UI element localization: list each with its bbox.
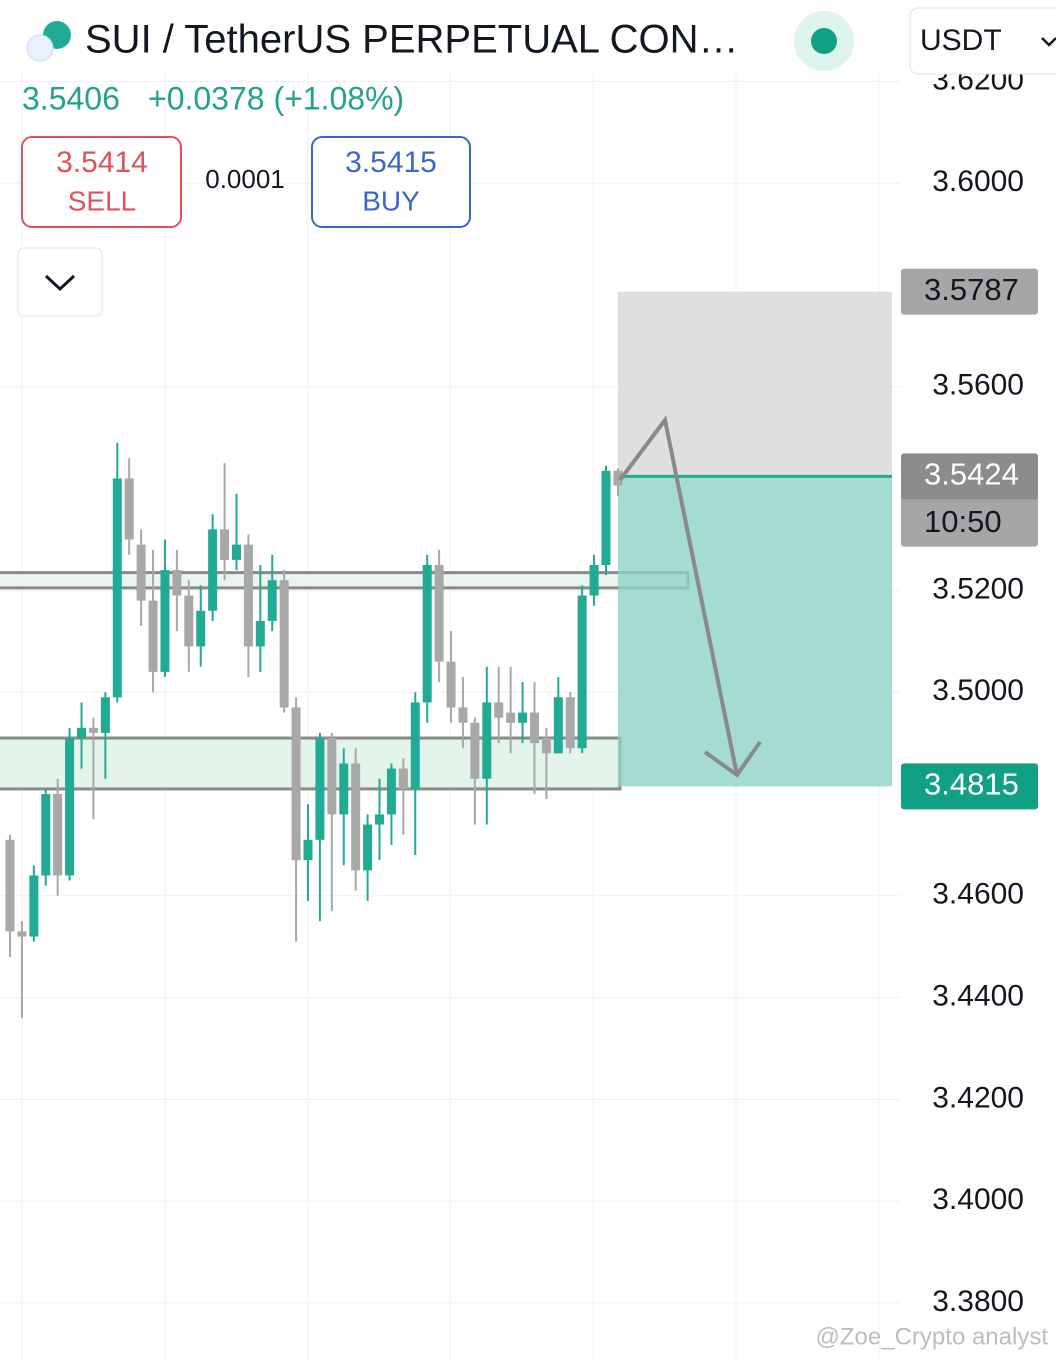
candle-body xyxy=(303,839,313,861)
y-tick-label: 3.4200 xyxy=(932,1081,1024,1114)
sell-label: SELL xyxy=(68,185,137,216)
candle-body xyxy=(529,712,539,744)
candle-body xyxy=(124,478,134,540)
y-tick-label: 3.4400 xyxy=(932,980,1024,1013)
candle-body xyxy=(53,794,63,876)
candle-body xyxy=(375,814,385,825)
candle-body xyxy=(196,610,206,647)
candle-body xyxy=(267,580,277,621)
target-zone xyxy=(617,476,892,787)
buy-label: BUY xyxy=(362,185,420,216)
sell-button[interactable] xyxy=(21,136,182,228)
currency: USDT xyxy=(920,24,1002,57)
candle-body xyxy=(518,712,528,723)
candle-body xyxy=(470,722,480,779)
price-tag-bg xyxy=(901,268,1038,315)
candle-body xyxy=(88,727,98,733)
buy-button[interactable] xyxy=(311,136,471,228)
candle-body xyxy=(41,794,51,876)
candle-body xyxy=(446,661,456,708)
stop-zone xyxy=(617,291,892,477)
sell-price: 3.5414 xyxy=(56,146,148,179)
currency-select[interactable] xyxy=(909,7,1056,75)
arrow xyxy=(618,415,762,778)
price-axis: 3.62003.60003.56003.52003.50003.46003.44… xyxy=(901,63,1038,1318)
candle-body xyxy=(220,529,230,560)
candle-body xyxy=(291,707,301,861)
candle-body xyxy=(77,727,87,739)
price-change: +0.0378 (+1.08%) xyxy=(148,80,404,116)
price-tag: 3.4815 xyxy=(924,767,1019,802)
candle-body xyxy=(148,600,158,672)
y-tick-label: 3.4000 xyxy=(932,1183,1024,1216)
collapse-button[interactable] xyxy=(17,247,103,317)
currency-chevron xyxy=(1041,37,1056,47)
candle-body xyxy=(112,478,122,698)
header-bg xyxy=(0,0,905,72)
candle-body xyxy=(160,570,170,672)
buy-price: 3.5415 xyxy=(345,146,437,179)
countdown: 10:50 xyxy=(924,504,1002,539)
candle-body xyxy=(434,564,444,662)
candle-body xyxy=(136,544,146,601)
y-tick-label: 3.4600 xyxy=(932,878,1024,911)
candle-body xyxy=(589,564,599,596)
y-tick-label: 3.5200 xyxy=(932,572,1024,605)
price-tag: 3.5787 xyxy=(924,272,1019,307)
candle-body xyxy=(208,529,218,611)
last-price: 3.5406 xyxy=(22,80,120,116)
candle-body xyxy=(363,824,373,871)
candle-body xyxy=(577,595,587,749)
candle-body xyxy=(17,931,27,937)
coin-icon xyxy=(26,34,54,62)
candle-body xyxy=(279,580,289,708)
candle-body xyxy=(565,697,575,749)
spread: 0.0001 xyxy=(205,164,285,194)
candles xyxy=(5,442,623,1018)
candle-body xyxy=(398,768,408,789)
candle-body xyxy=(339,763,349,815)
candle-body xyxy=(482,702,492,779)
candle-body xyxy=(5,839,15,932)
price-tag: 3.5424 xyxy=(924,457,1019,492)
candle-body xyxy=(315,738,325,840)
candle-body xyxy=(255,620,265,647)
candle-body xyxy=(422,564,432,703)
candle-body xyxy=(553,697,563,754)
candle-body xyxy=(410,702,420,789)
drawings xyxy=(0,291,892,791)
watermark: @Zoe_Crypto analyst xyxy=(816,1323,1049,1350)
status-dot xyxy=(811,28,837,54)
candle-body xyxy=(601,470,611,565)
candle-body xyxy=(231,544,241,560)
arrow-head xyxy=(703,740,762,778)
symbol-title: SUI / TetherUS PERPETUAL CON… xyxy=(85,18,739,62)
candle-body xyxy=(541,738,551,754)
price-tag-bg xyxy=(901,763,1038,810)
candle-body xyxy=(184,595,194,647)
y-tick-label: 3.6000 xyxy=(932,165,1024,198)
candle-body xyxy=(327,738,337,815)
candle-body xyxy=(243,544,253,647)
y-tick-label: 3.5000 xyxy=(932,674,1024,707)
candle-body xyxy=(172,570,182,596)
candle-body xyxy=(29,875,39,937)
candle-body xyxy=(506,712,516,723)
arrow-path xyxy=(618,415,739,776)
y-tick-label: 3.3800 xyxy=(932,1285,1024,1318)
candle-body xyxy=(351,763,361,871)
candle-body xyxy=(100,697,110,733)
zone xyxy=(0,571,690,590)
price-tag-bg xyxy=(901,453,1038,500)
candle-body xyxy=(458,707,468,723)
candle-body xyxy=(494,702,504,718)
candle-body xyxy=(386,768,396,815)
y-tick-label: 3.5600 xyxy=(932,369,1024,402)
candle-body xyxy=(65,738,75,876)
candle-body xyxy=(613,470,623,486)
collapse-chevron xyxy=(44,274,76,292)
